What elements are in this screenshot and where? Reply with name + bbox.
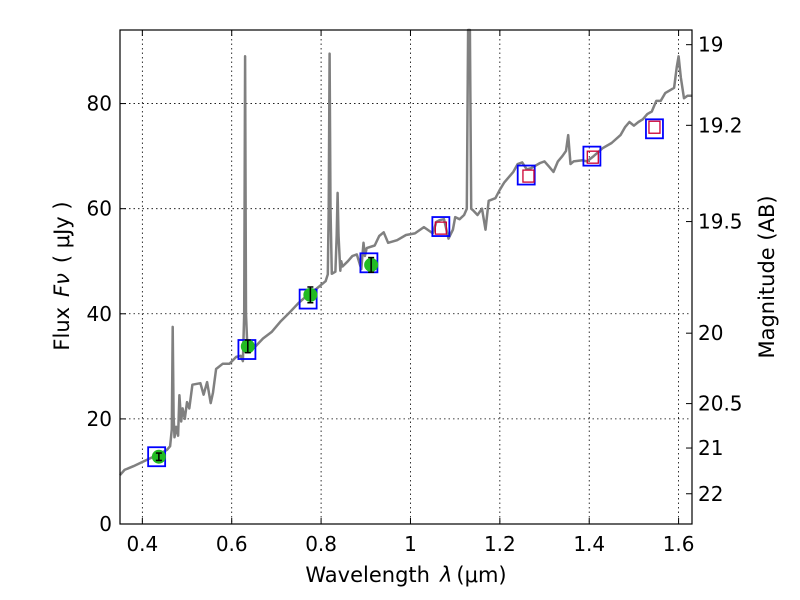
y2-tick-label: 19.5	[698, 210, 743, 234]
x-tick-label: 0.6	[216, 532, 248, 556]
upper-limit-point	[586, 150, 599, 164]
grid	[120, 30, 692, 525]
x-tick-label: 1	[404, 532, 417, 556]
y-axis-label: FluxFν( μJy )	[50, 201, 74, 350]
x-tick-label: 1.6	[663, 532, 695, 556]
y-tick-label: 40	[87, 302, 112, 326]
model-photometry-boxes	[147, 118, 664, 468]
y2-tick-label: 19.2	[698, 113, 743, 137]
model-photometry-box	[645, 118, 664, 140]
model-photometry-box	[582, 145, 602, 167]
y-tick-label: 60	[87, 197, 112, 221]
upper-limit-photometry	[434, 120, 661, 235]
x-tick-label: 0.4	[126, 532, 158, 556]
y2-tick-label: 20	[698, 321, 723, 345]
y-tick-label: 80	[87, 92, 112, 116]
y-tick-label: 0	[99, 512, 112, 536]
y2-tick-label: 22	[698, 482, 723, 506]
observed-photometry	[151, 256, 379, 464]
spectrum-series	[119, 28, 692, 476]
y2-tick-label: 19	[698, 33, 723, 57]
y2-axis-label: Magnitude (AB)	[755, 195, 779, 358]
plot-frame	[119, 29, 693, 525]
upper-limit-point	[434, 221, 448, 235]
spectrum-line	[119, 28, 692, 476]
x-tick-label: 1.2	[484, 532, 516, 556]
axis-ticks: 0.4 0.6 0.8 1 1.2 1.4 1.6 0 20 40 60 80 19 19.2 19.5 20…	[87, 30, 743, 556]
x-axis-label: Wavelength λ (μm)	[305, 563, 506, 587]
x-tick-label: 1.4	[573, 532, 605, 556]
model-photometry-box	[431, 216, 451, 237]
y2-tick-label: 20.5	[698, 392, 743, 416]
y-tick-label: 20	[87, 407, 112, 431]
x-tick-label: 0.8	[305, 532, 337, 556]
model-photometry-box	[516, 164, 536, 186]
upper-limit-point	[648, 120, 661, 134]
y2-tick-label: 21	[698, 436, 723, 460]
upper-limit-point	[522, 169, 535, 183]
